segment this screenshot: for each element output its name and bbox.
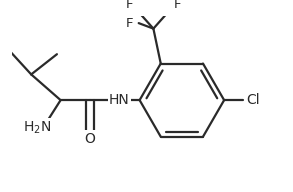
Text: F: F [173, 0, 181, 11]
Text: Cl: Cl [247, 93, 260, 107]
Text: F: F [126, 0, 133, 11]
Text: H$_2$N: H$_2$N [23, 119, 51, 136]
Text: O: O [85, 132, 96, 146]
Text: HN: HN [109, 93, 130, 107]
Text: F: F [126, 17, 133, 30]
